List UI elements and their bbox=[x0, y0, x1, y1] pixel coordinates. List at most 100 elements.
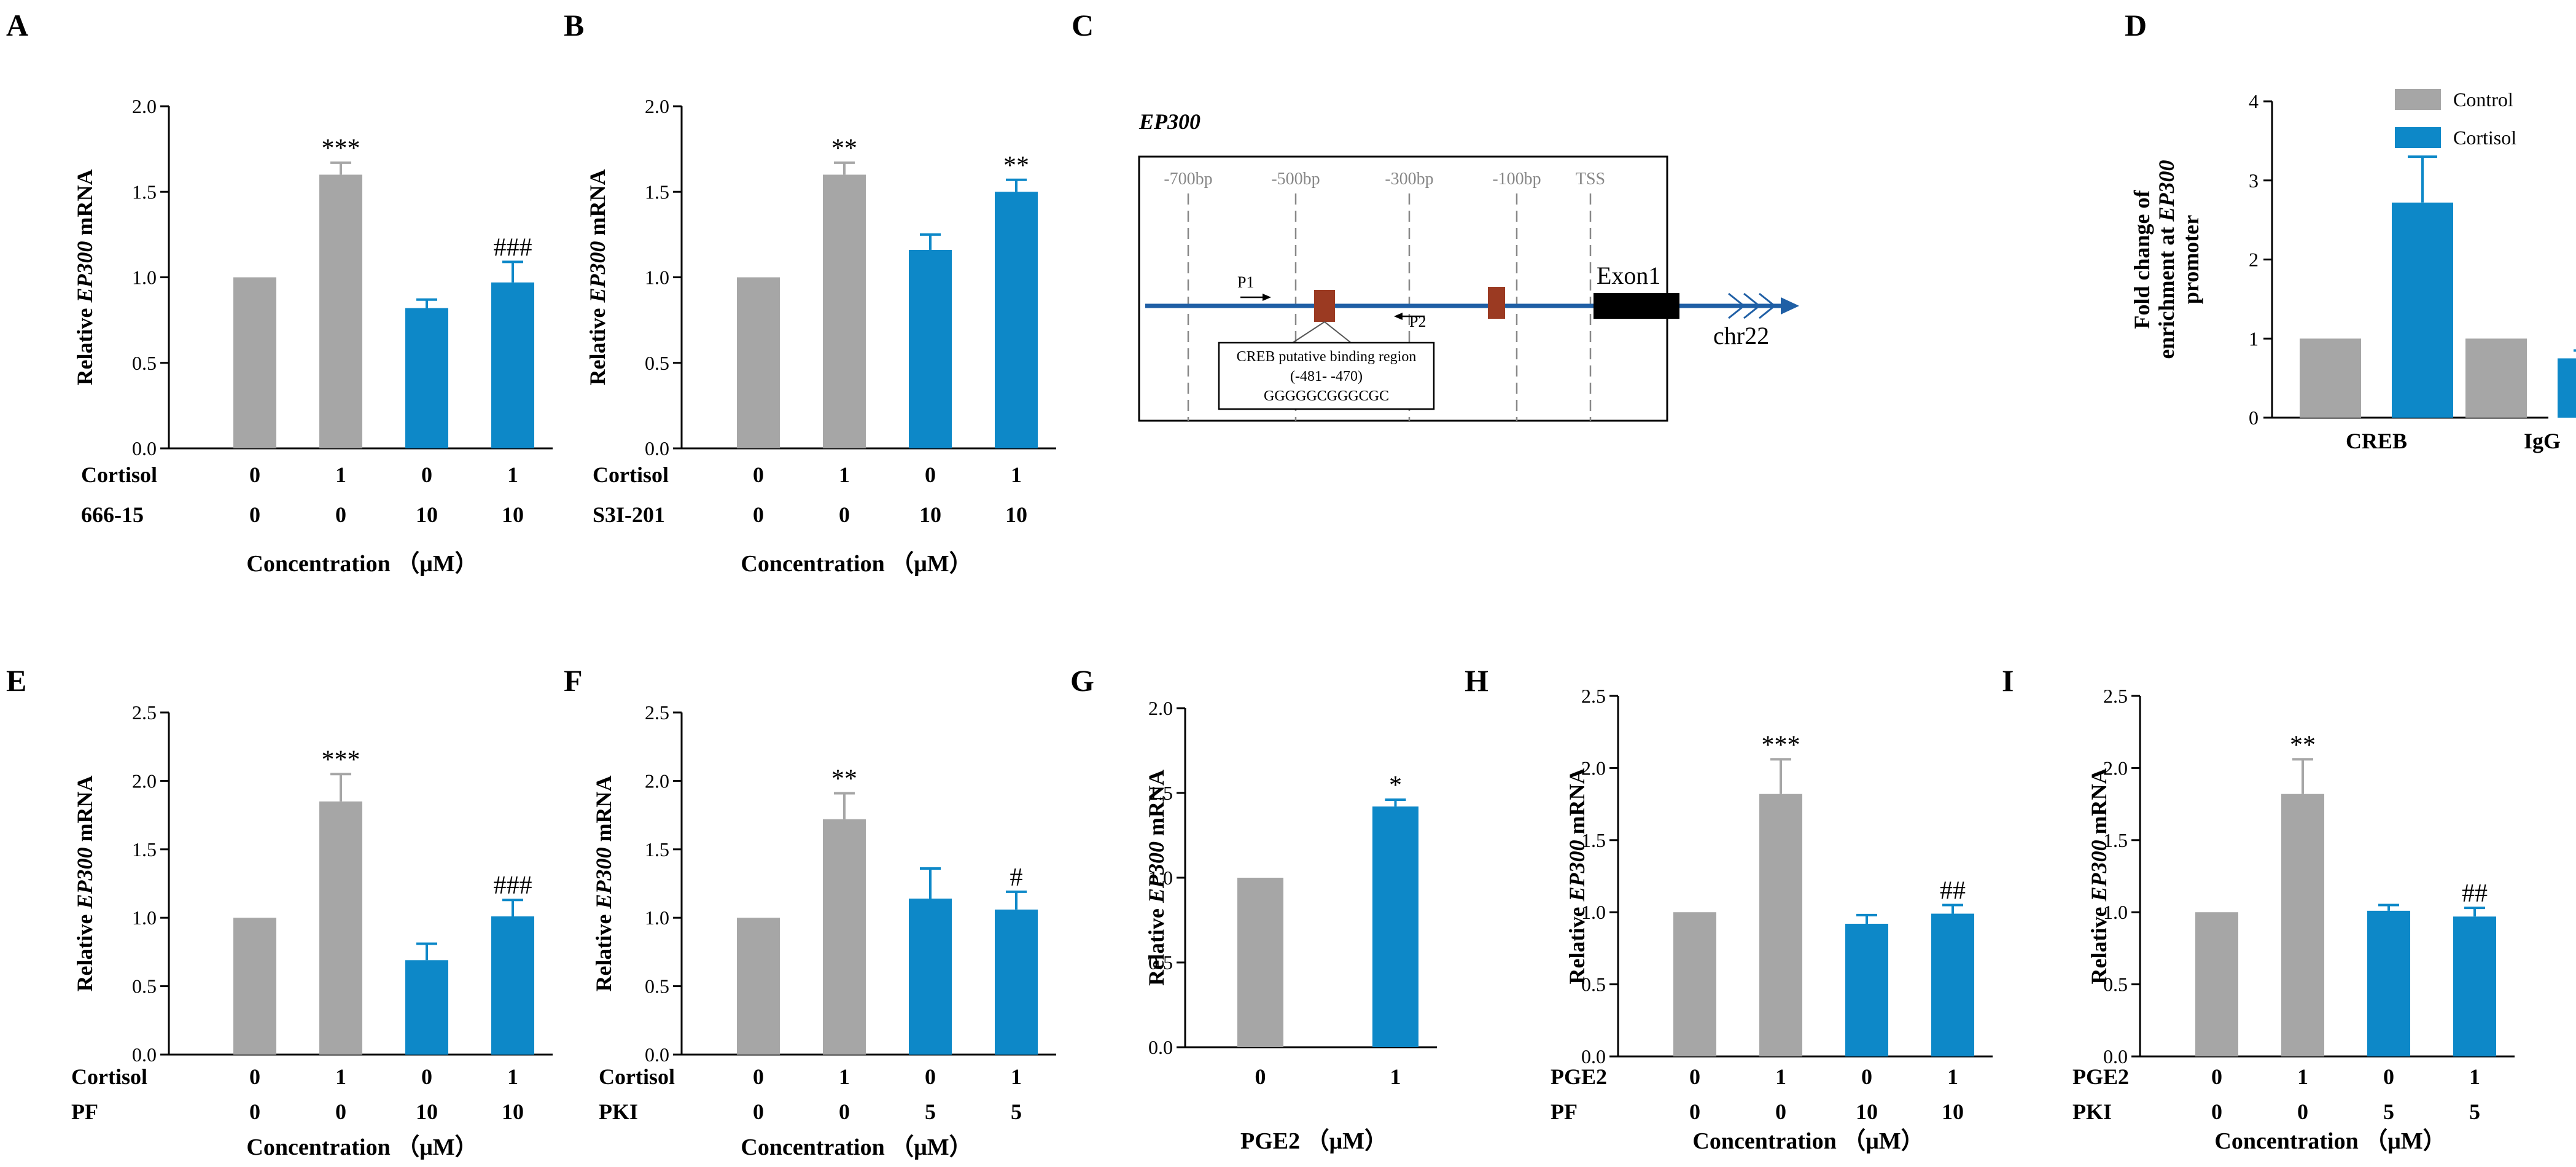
bar bbox=[909, 249, 952, 448]
y-tick-label: 1.0 bbox=[645, 267, 669, 289]
treatment-row-value: 0 bbox=[335, 502, 346, 527]
treatment-row-label: PGE2 bbox=[2072, 1064, 2129, 1089]
y-label-suffix: mRNA bbox=[72, 776, 97, 848]
treatment-row-value: 0 bbox=[249, 502, 260, 527]
y-label-suffix: mRNA bbox=[72, 170, 97, 241]
y-label-gene: EP300 bbox=[1144, 841, 1169, 904]
significance-marker: ## bbox=[2462, 880, 2488, 908]
primer1-arrow-head bbox=[1263, 294, 1271, 301]
treatment-row-value: 0 bbox=[2297, 1099, 2308, 1124]
callout-text: CREB putative binding region bbox=[1237, 349, 1417, 365]
treatment-row-value: 1 bbox=[1775, 1064, 1786, 1089]
panel-label: G bbox=[1070, 663, 1094, 698]
y-tick-label: 0.5 bbox=[1148, 951, 1173, 974]
treatment-row-value: 1 bbox=[1947, 1064, 1958, 1089]
treatment-row-value: 10 bbox=[502, 1099, 524, 1124]
panel-E: E 0.0 0.5 1.0 1.5 2.0 2.5 Relative EP300 mRNA **… bbox=[6, 663, 553, 1160]
treatment-row-value: 0 bbox=[753, 1064, 764, 1089]
y-label-gene: EP300 bbox=[585, 241, 610, 303]
y-label-suffix: mRNA bbox=[1565, 768, 1589, 840]
panel-label: D bbox=[2125, 8, 2147, 42]
y-label-gene: EP300 bbox=[72, 241, 97, 303]
y-tick-label: 0.0 bbox=[1581, 1045, 1606, 1067]
panel-label: E bbox=[6, 663, 26, 698]
y-tick-label: 2.0 bbox=[645, 770, 669, 792]
panel-A: A 0.0 0.5 1.0 1.5 2.0 Relative EP300 mRNA *** ##… bbox=[6, 8, 553, 577]
treatment-row-value: 0 bbox=[1255, 1064, 1266, 1089]
y-tick-label: 2.0 bbox=[645, 95, 669, 117]
y-tick-label: 2.5 bbox=[132, 701, 157, 724]
y-tick-label: 0.5 bbox=[645, 352, 669, 374]
treatment-row-value: 10 bbox=[416, 1099, 438, 1124]
y-label-suffix: mRNA bbox=[1144, 770, 1169, 841]
bar bbox=[319, 174, 362, 448]
y-tick-label: 1.5 bbox=[132, 838, 157, 861]
bar bbox=[1237, 878, 1283, 1047]
treatment-row-label: Cortisol bbox=[71, 1064, 147, 1089]
y-tick-label: 1.0 bbox=[132, 907, 157, 929]
treatment-row-value: 5 bbox=[1011, 1099, 1022, 1124]
bar bbox=[1372, 806, 1418, 1047]
treatment-row-value: 0 bbox=[2211, 1099, 2222, 1124]
y-tick-label: 3 bbox=[2249, 170, 2259, 192]
y-tick-label: 2.0 bbox=[2103, 757, 2128, 779]
panel-label: C bbox=[1072, 8, 1094, 42]
bar bbox=[2195, 912, 2238, 1056]
chromosome-label: chr22 bbox=[1713, 322, 1769, 349]
y-tick-label: 1.5 bbox=[645, 838, 669, 861]
arrow-head bbox=[1781, 297, 1799, 314]
treatment-row-value: 10 bbox=[919, 502, 941, 527]
x-axis-title: Concentration （μM） bbox=[741, 1134, 972, 1160]
y-label-gene: EP300 bbox=[1565, 840, 1589, 902]
y-tick-label: 2.0 bbox=[132, 95, 157, 117]
chevron-icon bbox=[1743, 292, 1761, 319]
y-tick-label: 0 bbox=[2249, 407, 2259, 429]
treatment-row-value: 0 bbox=[839, 1099, 850, 1124]
y-axis-label: Relative EP300 mRNA bbox=[585, 170, 610, 386]
panel-H: H 0.0 0.5 1.0 1.5 2.0 2.5 Relative EP300 mRNA **… bbox=[1465, 663, 1993, 1154]
treatment-row-value: 1 bbox=[2469, 1064, 2480, 1089]
y-tick-label: 4 bbox=[2249, 90, 2259, 112]
treatment-row-value: 0 bbox=[1689, 1064, 1700, 1089]
legend-swatch bbox=[2395, 89, 2441, 110]
legend-label: Cortisol bbox=[2453, 127, 2516, 149]
treatment-row-label: PKI bbox=[599, 1099, 638, 1124]
y-tick-label: 2.5 bbox=[1581, 685, 1606, 707]
significance-marker: ### bbox=[494, 233, 532, 262]
y-axis-label: Relative EP300 mRNA bbox=[591, 776, 616, 992]
treatment-row-value: 1 bbox=[839, 463, 850, 487]
y-label-prefix: Relative bbox=[585, 303, 610, 386]
primer2-arrow-head bbox=[1394, 313, 1403, 320]
y-label-prefix: Relative bbox=[2087, 902, 2111, 985]
treatment-row-value: 0 bbox=[1775, 1099, 1786, 1124]
legend-label: Control bbox=[2453, 88, 2513, 111]
y-tick-label: 1.5 bbox=[2103, 829, 2128, 851]
y-tick-label: 2.0 bbox=[132, 770, 157, 792]
panel-F: F 0.0 0.5 1.0 1.5 2.0 2.5 Relative EP300 mRNA **… bbox=[564, 663, 1056, 1160]
treatment-row-value: 1 bbox=[335, 463, 346, 487]
y-label-gene: EP300 bbox=[2087, 840, 2111, 902]
bar bbox=[405, 960, 448, 1055]
treatment-row-label: PF bbox=[1551, 1099, 1578, 1124]
exon-label: Exon1 bbox=[1597, 262, 1660, 289]
treatment-row-value: 10 bbox=[1856, 1099, 1878, 1124]
y-label-suffix: mRNA bbox=[591, 776, 616, 848]
significance-marker: ** bbox=[2290, 731, 2316, 759]
bar bbox=[491, 916, 534, 1055]
y-tick-label: 2 bbox=[2249, 249, 2259, 271]
treatment-row-value: 0 bbox=[753, 463, 764, 487]
y-label-prefix: Relative bbox=[1144, 903, 1169, 986]
y-label-gene: EP300 bbox=[72, 848, 97, 910]
bar bbox=[2558, 358, 2576, 418]
treatment-row-label: S3I-201 bbox=[593, 502, 665, 527]
y-label-prefix: Relative bbox=[72, 303, 97, 386]
significance-marker: *** bbox=[322, 746, 360, 774]
treatment-row-value: 0 bbox=[249, 1099, 260, 1124]
y-tick-label: 1.0 bbox=[645, 907, 669, 929]
bar bbox=[909, 899, 952, 1055]
treatment-row-value: 5 bbox=[925, 1099, 936, 1124]
y-tick-label: 2.0 bbox=[1581, 757, 1606, 779]
panel-C: C EP300 -700bp -500bp -300bp -100bp TSS Exon1 ch… bbox=[1072, 8, 1799, 422]
treatment-row-value: 10 bbox=[1005, 502, 1027, 527]
